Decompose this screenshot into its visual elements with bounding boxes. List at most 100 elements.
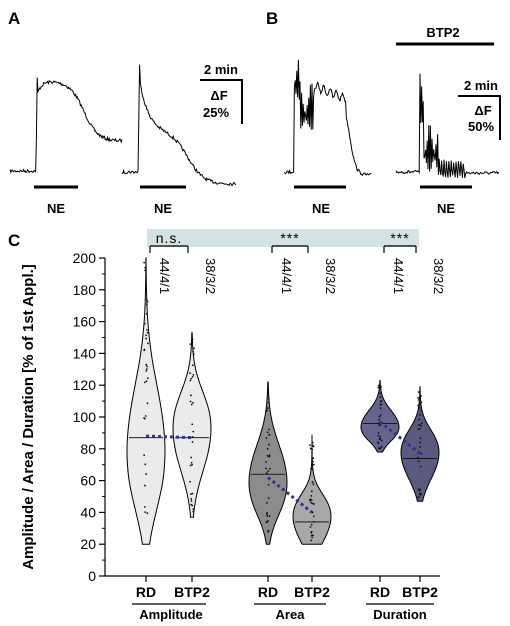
data-point — [377, 434, 380, 437]
data-point — [269, 467, 271, 470]
data-point — [190, 503, 193, 506]
data-point — [143, 454, 146, 457]
significance-label: n.s. — [156, 230, 183, 246]
data-point — [310, 523, 313, 526]
data-point — [190, 497, 193, 500]
significance-label: *** — [390, 230, 409, 246]
data-point — [309, 526, 312, 528]
condition-label: BTP2 — [402, 584, 438, 600]
data-point — [380, 445, 383, 448]
data-point — [379, 386, 382, 389]
panel-b-scale-bar: 2 min ΔF 50% — [458, 78, 501, 140]
violin-duration-btp2 — [400, 386, 440, 502]
data-point — [265, 460, 267, 463]
data-point — [190, 500, 193, 502]
panel-a-stim-label-1: NE — [47, 201, 65, 216]
y-tick-label: 140 — [73, 345, 97, 361]
panel-a-letter: A — [8, 9, 20, 28]
y-tick-label: 200 — [73, 250, 97, 266]
significance-label: *** — [280, 230, 299, 246]
data-point — [265, 472, 268, 475]
data-point — [310, 539, 313, 542]
data-point — [417, 460, 420, 463]
data-point — [192, 510, 195, 513]
data-point — [417, 488, 420, 491]
data-point — [419, 465, 422, 468]
data-point — [146, 377, 149, 380]
data-point — [420, 452, 423, 455]
panel-a-trace-2 — [121, 64, 237, 187]
data-point — [379, 385, 382, 388]
data-point — [377, 384, 380, 387]
condition-label: BTP2 — [174, 584, 210, 600]
violin-area-rd — [248, 381, 288, 545]
data-point — [189, 343, 192, 346]
data-point — [268, 454, 271, 457]
group-label: Amplitude — [139, 607, 203, 622]
data-point — [145, 303, 148, 306]
data-point — [378, 415, 381, 418]
data-point — [268, 434, 271, 436]
data-point — [267, 397, 270, 400]
data-point — [266, 512, 269, 514]
data-point — [143, 261, 146, 264]
y-tick-label: 0 — [88, 568, 96, 584]
y-tick-label: 160 — [73, 314, 97, 330]
data-point — [145, 370, 148, 372]
n-label: 38/3/2 — [431, 258, 446, 294]
data-point — [419, 424, 422, 427]
data-point — [311, 461, 314, 464]
mean-connector — [379, 420, 421, 455]
panel-b-drug-label: BTP2 — [426, 25, 459, 40]
data-point — [144, 484, 146, 487]
data-point — [311, 441, 314, 444]
panel-b-trace-1 — [283, 59, 372, 177]
condition-label: RD — [258, 584, 278, 600]
data-point — [380, 439, 383, 442]
data-point — [192, 401, 194, 404]
data-point — [190, 377, 193, 380]
n-label: 38/3/2 — [323, 258, 338, 294]
y-tick-label: 20 — [80, 536, 96, 552]
violin-area-btp2 — [292, 434, 332, 545]
panel-b-stim-label-2: NE — [437, 201, 455, 216]
data-point — [146, 331, 149, 334]
data-point — [145, 368, 148, 371]
data-point — [310, 467, 313, 470]
data-point — [379, 437, 381, 440]
data-point — [266, 454, 269, 457]
panel-b-stim-label-1: NE — [312, 201, 330, 216]
condition-label: RD — [136, 584, 156, 600]
data-point — [420, 422, 423, 425]
data-point — [193, 347, 195, 350]
data-point — [309, 444, 311, 447]
data-point — [379, 414, 382, 417]
data-point — [312, 515, 315, 518]
data-point — [145, 363, 148, 366]
data-point — [418, 492, 421, 495]
data-point — [379, 392, 382, 395]
data-point — [265, 467, 267, 470]
data-point — [311, 448, 314, 451]
data-point — [310, 531, 313, 534]
data-point — [417, 428, 420, 431]
panel-a-scale-bar: 2 min ΔF 25% — [200, 62, 243, 124]
data-point — [267, 497, 270, 500]
data-point — [418, 489, 421, 492]
y-tick-label: 40 — [80, 504, 96, 520]
panel-b-trace-2 — [395, 73, 500, 179]
violin-amplitude-rd — [126, 257, 166, 545]
data-point — [267, 531, 269, 533]
data-point — [145, 473, 148, 475]
data-point — [418, 418, 421, 421]
data-point — [419, 413, 422, 416]
data-point — [265, 437, 268, 439]
data-point — [145, 298, 148, 301]
data-point — [190, 403, 193, 406]
data-point — [147, 342, 149, 345]
data-point — [419, 446, 422, 448]
data-point — [420, 409, 423, 412]
data-point — [144, 269, 147, 272]
data-point — [379, 396, 382, 399]
